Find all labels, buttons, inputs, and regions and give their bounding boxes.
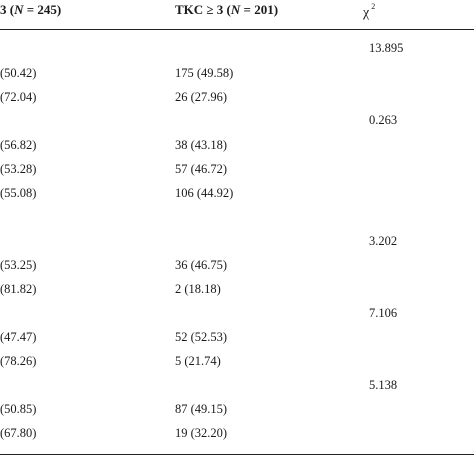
table-cell-col2: 57 (46.72)	[175, 162, 228, 176]
table-cell-col1: (78.26)	[0, 354, 37, 368]
table-cell-col2: 2 (18.18)	[175, 282, 221, 296]
table-cell-col2: 36 (46.75)	[175, 258, 228, 272]
table-cell-col1: (53.28)	[0, 162, 37, 176]
table-cell-col2: 175 (49.58)	[175, 66, 234, 80]
header-col1-prefix: 3 (	[0, 2, 15, 17]
header-col2-prefix: TKC ≥ 3 (	[175, 2, 231, 17]
header-col1-n: N	[14, 2, 24, 17]
header-col1: 3 (N = 245)	[0, 2, 61, 18]
table-cell-col1: (67.80)	[0, 426, 37, 440]
header-col2: TKC ≥ 3 (N = 201)	[175, 2, 278, 18]
table-cell-col1: (72.04)	[0, 90, 37, 104]
header-chi-superscript: 2	[371, 2, 376, 11]
table-cell-col1: (81.82)	[0, 282, 37, 296]
chi-value: 13.895	[369, 41, 404, 55]
table-cell-col1: (56.82)	[0, 138, 37, 152]
header-col1-suffix: = 245)	[23, 2, 62, 17]
table-cell-col2: 38 (43.18)	[175, 138, 228, 152]
table-cell-col2: 52 (52.53)	[175, 330, 228, 344]
table-cell-col2: 19 (32.20)	[175, 426, 228, 440]
table-cell-col2: 87 (49.15)	[175, 402, 228, 416]
chi-value: 5.138	[369, 378, 398, 392]
table-cell-col1: (53.25)	[0, 258, 37, 272]
table-cell-col1: (50.85)	[0, 402, 37, 416]
table-cell-col2: 26 (27.96)	[175, 90, 228, 104]
bottom-rule	[0, 454, 474, 455]
table-cell-col1: (47.47)	[0, 330, 37, 344]
header-col2-n: N	[230, 2, 241, 17]
chi-value: 3.202	[369, 234, 398, 248]
header-chi-symbol: χ	[363, 5, 370, 21]
chi-value: 0.263	[369, 113, 398, 127]
header-rule	[0, 29, 474, 30]
table-cell-col2: 5 (21.74)	[175, 354, 221, 368]
header-col2-suffix: = 201)	[240, 2, 279, 17]
table-cell-col2: 106 (44.92)	[175, 186, 234, 200]
table-cell-col1: (55.08)	[0, 186, 37, 200]
chi-value: 7.106	[369, 306, 398, 320]
table-cell-col1: (50.42)	[0, 66, 37, 80]
